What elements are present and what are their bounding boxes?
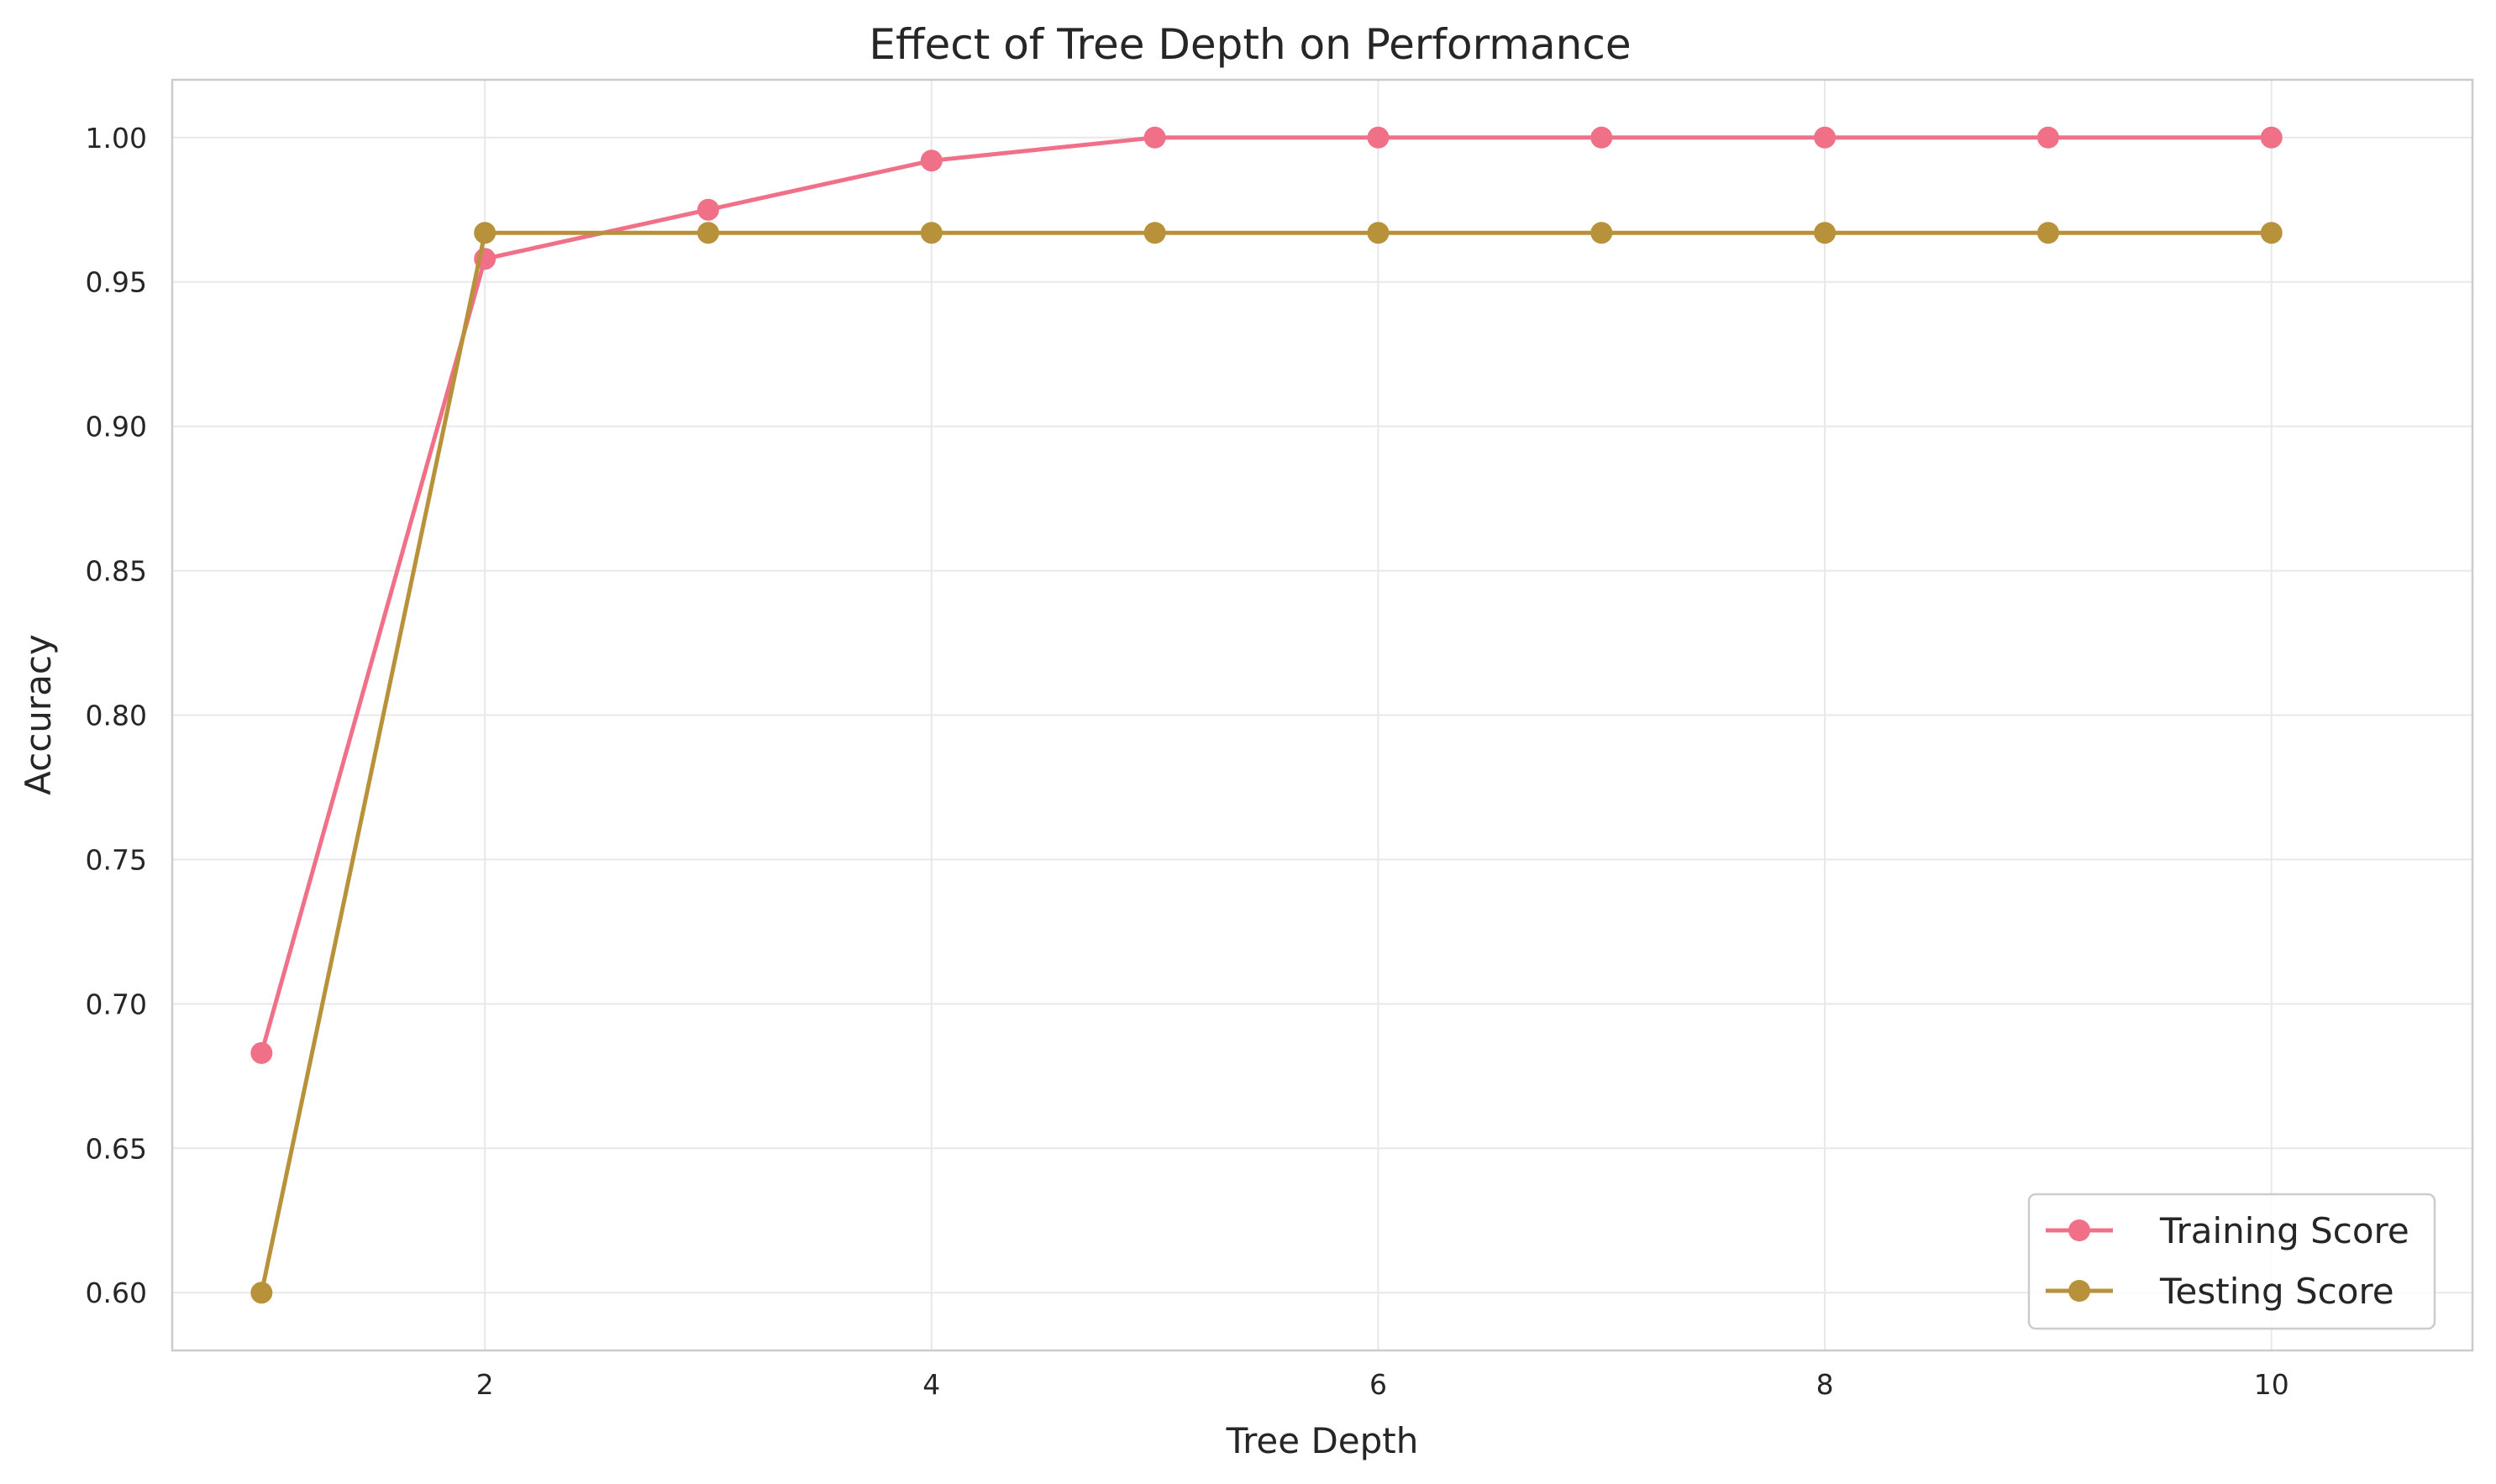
y-tick-label: 0.90 bbox=[86, 411, 147, 443]
data-point bbox=[474, 222, 497, 244]
x-tick-label: 8 bbox=[1816, 1368, 1834, 1401]
y-tick-label: 0.85 bbox=[86, 555, 147, 588]
legend-box bbox=[2027, 1193, 2436, 1330]
data-point bbox=[920, 149, 943, 172]
data-point bbox=[920, 222, 943, 244]
data-point bbox=[2036, 222, 2059, 244]
series-layer bbox=[250, 126, 2283, 1304]
y-tick-label: 0.95 bbox=[86, 266, 147, 299]
x-tick-label: 10 bbox=[2254, 1368, 2289, 1401]
data-point bbox=[250, 1282, 273, 1304]
legend: Training Score Testing Score bbox=[2027, 1193, 2436, 1330]
grid bbox=[172, 80, 2472, 1350]
y-tick-label: 0.70 bbox=[86, 988, 147, 1020]
x-tick-label: 6 bbox=[1369, 1368, 1387, 1401]
plot-frame bbox=[171, 78, 2474, 1352]
y-tick-label: 0.60 bbox=[86, 1277, 147, 1309]
y-tick-label: 1.00 bbox=[86, 122, 147, 155]
data-point bbox=[2036, 126, 2059, 149]
series-line-0 bbox=[259, 135, 2272, 1054]
data-point bbox=[1143, 126, 1166, 149]
x-axis-label: Tree Depth bbox=[1226, 1420, 1419, 1461]
legend-label-training: Training Score bbox=[2159, 1210, 2409, 1251]
data-point bbox=[1590, 126, 1613, 149]
data-point bbox=[696, 198, 719, 221]
legend-marker-training bbox=[2068, 1219, 2090, 1241]
tick-labels: 2 4 6 8 10 0.60 0.65 0.70 0.75 0.80 0.85 0.90 0.95 1.… bbox=[86, 122, 2289, 1401]
data-point bbox=[250, 1041, 273, 1064]
y-axis-label: Accuracy bbox=[18, 634, 59, 795]
legend-marker-testing bbox=[2068, 1280, 2090, 1302]
data-point bbox=[1367, 222, 1390, 244]
y-tick-label: 0.75 bbox=[86, 843, 147, 876]
chart-title: Effect of Tree Depth on Performance bbox=[869, 20, 1631, 69]
data-point bbox=[1814, 126, 1837, 149]
x-tick-label: 4 bbox=[922, 1368, 940, 1401]
data-point bbox=[1814, 222, 1837, 244]
data-point bbox=[1590, 222, 1613, 244]
legend-label-testing: Testing Score bbox=[2159, 1271, 2394, 1312]
series-line-1 bbox=[259, 230, 2272, 1293]
x-tick-label: 2 bbox=[476, 1368, 494, 1401]
y-tick-label: 0.65 bbox=[86, 1132, 147, 1165]
data-point bbox=[1143, 222, 1166, 244]
data-point bbox=[2260, 126, 2283, 149]
data-point bbox=[2260, 222, 2283, 244]
data-point bbox=[1367, 126, 1390, 149]
y-tick-label: 0.80 bbox=[86, 700, 147, 732]
data-point bbox=[696, 222, 719, 244]
